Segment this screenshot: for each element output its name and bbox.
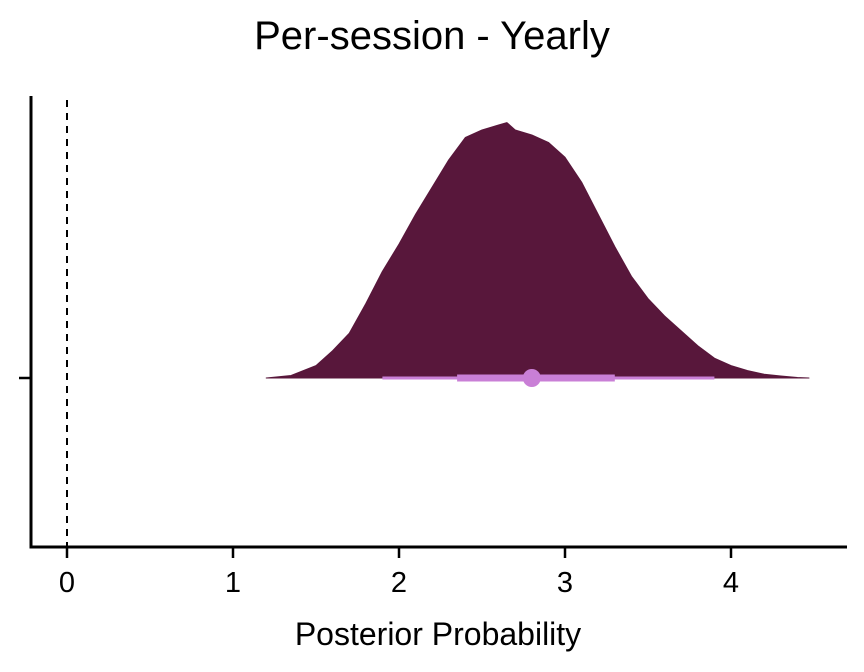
x-tick-label-2: 2 bbox=[391, 567, 407, 599]
x-axis-title: Posterior Probability bbox=[295, 616, 581, 652]
x-axis-ticks: 0 1 2 3 4 bbox=[59, 547, 739, 599]
chart-title: Per-session - Yearly bbox=[254, 14, 610, 58]
interval-point bbox=[522, 369, 541, 387]
x-tick-label-0: 0 bbox=[59, 567, 75, 599]
interval-layer bbox=[382, 369, 715, 387]
density-area bbox=[265, 122, 810, 379]
x-tick-label-3: 3 bbox=[557, 567, 573, 599]
x-tick-label-4: 4 bbox=[723, 567, 739, 599]
density-layer bbox=[265, 122, 810, 379]
x-tick-label-1: 1 bbox=[225, 567, 241, 599]
